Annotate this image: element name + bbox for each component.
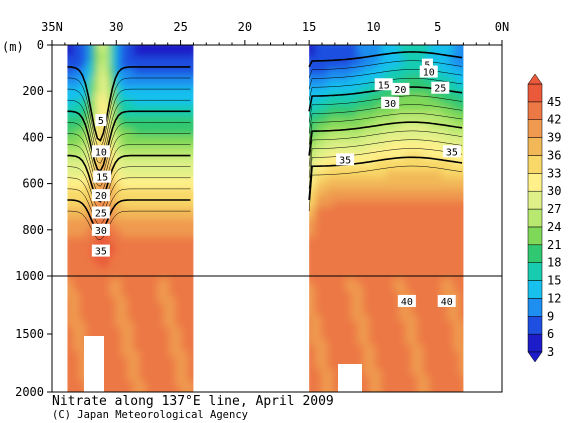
colorbar-label: 15 xyxy=(547,274,561,288)
svg-text:10: 10 xyxy=(95,147,107,158)
colorbar-label: 45 xyxy=(547,95,561,109)
contour-lines xyxy=(67,51,463,241)
colorbar-label: 39 xyxy=(547,131,561,145)
colorbar-label: 42 xyxy=(547,113,561,127)
x-tick-label: 30 xyxy=(109,20,123,34)
colorbar-arrow-top xyxy=(527,73,543,85)
svg-text:40: 40 xyxy=(401,297,413,308)
contour-labels: 51015202530355101520253035354040 xyxy=(91,58,461,308)
contour-label: 25 xyxy=(431,81,450,95)
y-tick-label: 0 xyxy=(37,38,44,52)
y-tick-label: 2000 xyxy=(15,385,44,399)
credit-line: (C) Japan Meteorological Agency xyxy=(52,409,248,421)
svg-text:15: 15 xyxy=(96,173,108,184)
svg-text:40: 40 xyxy=(441,297,453,308)
svg-text:30: 30 xyxy=(95,226,107,237)
x-tick-label: 25 xyxy=(173,20,187,34)
colorbar-label: 36 xyxy=(547,148,561,162)
colorbar-label: 6 xyxy=(547,327,554,341)
colorbar-swatch xyxy=(527,316,543,335)
colorbar-swatch xyxy=(527,155,543,174)
y-tick-label: 400 xyxy=(22,130,44,144)
colorbar-label: 9 xyxy=(547,309,554,323)
x-tick-label: 5 xyxy=(434,20,441,34)
x-tick-label: 35N xyxy=(41,20,63,34)
svg-text:25: 25 xyxy=(434,84,446,95)
svg-text:5: 5 xyxy=(98,116,104,127)
contour-label: 30 xyxy=(381,96,400,110)
colorbar-label: 12 xyxy=(547,291,561,305)
y-tick-label: 1500 xyxy=(15,327,44,341)
svg-text:10: 10 xyxy=(423,68,435,79)
y-tick-label: 200 xyxy=(22,84,44,98)
colorbar-label: 21 xyxy=(547,238,561,252)
missing-data-patch xyxy=(338,364,362,392)
missing-data-patch xyxy=(84,336,104,392)
contour-label: 35 xyxy=(91,244,110,258)
contour-label: 20 xyxy=(91,189,110,202)
section-1 xyxy=(67,45,194,392)
colorbar-label: 24 xyxy=(547,220,561,234)
contour-label: 20 xyxy=(391,82,410,96)
contour-label: 10 xyxy=(419,65,438,79)
contour-label: 10 xyxy=(91,145,110,158)
svg-text:35: 35 xyxy=(339,155,351,166)
colorbar-label: 3 xyxy=(547,345,554,359)
svg-text:35: 35 xyxy=(446,147,458,158)
colorbar-label: 33 xyxy=(547,166,561,180)
x-tick-label: 10 xyxy=(366,20,380,34)
colorbar-arrow-bottom xyxy=(527,351,543,363)
svg-text:15: 15 xyxy=(378,80,390,91)
colorbar-swatch xyxy=(527,280,543,299)
colorbar-swatch xyxy=(527,262,543,281)
colorbar-swatch xyxy=(527,298,543,317)
colorbar-swatch xyxy=(527,83,543,103)
contour-label: 40 xyxy=(437,294,456,308)
colorbar-label: 18 xyxy=(547,256,561,270)
colorbar-label: 30 xyxy=(547,184,561,198)
colorbar-swatch xyxy=(527,101,543,120)
colorbar-swatch xyxy=(527,137,543,156)
colorbar-swatch xyxy=(527,244,543,263)
svg-text:25: 25 xyxy=(95,208,107,219)
section-2 xyxy=(309,45,464,392)
contour-label: 25 xyxy=(91,206,110,219)
contour-label: 15 xyxy=(374,78,393,91)
svg-text:35: 35 xyxy=(95,247,107,258)
y-tick-label: 1000 xyxy=(15,269,44,283)
x-tick-label: 15 xyxy=(302,20,316,34)
contour-label: 40 xyxy=(397,294,416,308)
colorbar-swatch xyxy=(527,190,543,210)
contour-label: 15 xyxy=(93,170,112,184)
svg-text:30: 30 xyxy=(384,99,396,110)
axis-ticks: 35N 30 25 20 15 10 5 0N 0 200 400 600 800 1000 1500 200… xyxy=(15,20,509,399)
contour-label: 30 xyxy=(91,223,110,237)
y-axis-label: (m) xyxy=(2,40,24,54)
x-tick-label: 20 xyxy=(238,20,252,34)
colorbar-swatch xyxy=(527,119,543,138)
svg-text:20: 20 xyxy=(394,85,406,96)
chart-title: Nitrate along 137°E line, April 2009 xyxy=(52,394,334,409)
svg-text:20: 20 xyxy=(95,191,107,202)
colorbar-swatch xyxy=(527,333,543,353)
colorbar-swatch xyxy=(527,173,543,192)
colorbar-label: 27 xyxy=(547,202,561,216)
contour-label: 5 xyxy=(95,114,107,127)
colorbar-swatch xyxy=(527,226,543,246)
y-tick-label: 800 xyxy=(22,223,44,237)
y-tick-label: 600 xyxy=(22,177,44,191)
contour-label: 35 xyxy=(336,153,355,166)
colorbar-swatch xyxy=(527,208,543,228)
x-tick-label: 0N xyxy=(495,20,509,34)
contour-label: 35 xyxy=(442,145,461,158)
